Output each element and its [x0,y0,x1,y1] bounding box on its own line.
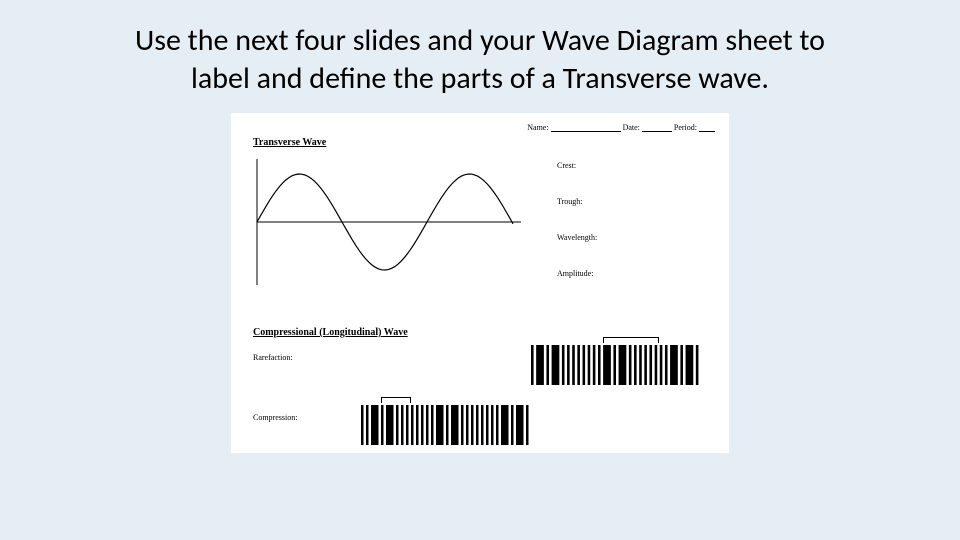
compressional-wave-strip [361,405,531,445]
transverse-section-title: Transverse Wave [253,137,326,148]
name-label: Name: [527,123,548,132]
compressional-wave-strip [531,345,701,385]
bracket [603,337,659,343]
date-label: Date: [623,123,640,132]
compression-label: Compression: [253,413,297,422]
bracket [381,397,411,403]
definition-label: Trough: [557,197,583,206]
definition-label: Wavelength: [557,233,597,242]
definition-label: Crest: [557,161,576,170]
date-blank [642,124,672,132]
transverse-wave-graph [253,157,523,287]
rarefaction-label: Rarefaction: [253,353,293,362]
name-blank [551,124,621,132]
period-blank [699,124,715,132]
worksheet-header: Name: Date: Period: [527,123,715,132]
compressional-section-title: Compressional (Longitudinal) Wave [253,327,408,338]
definition-label: Amplitude: [557,269,593,278]
period-label: Period: [674,123,697,132]
slide-title: Use the next four slides and your Wave D… [0,0,960,107]
worksheet-image: Name: Date: Period: Transverse Wave Cres… [231,113,729,453]
